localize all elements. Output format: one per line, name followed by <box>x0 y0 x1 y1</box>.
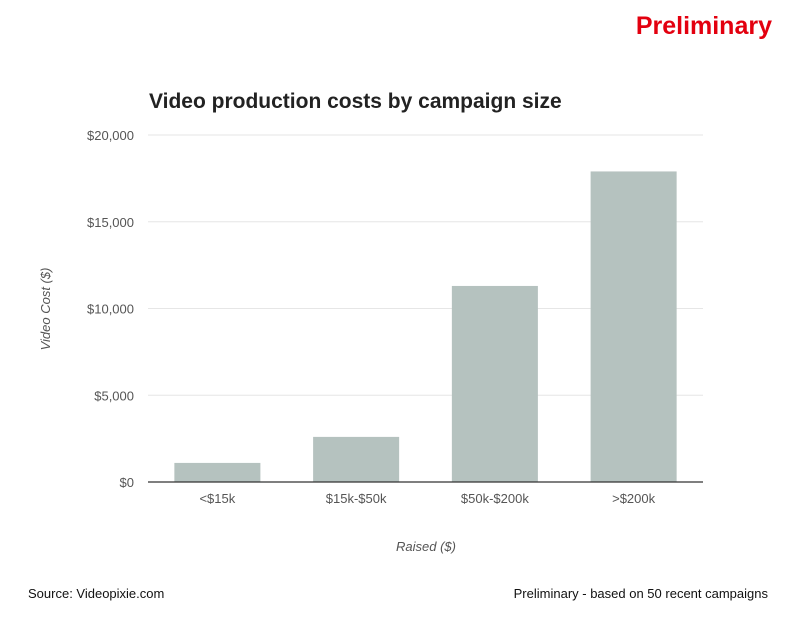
source-note: Source: Videopixie.com <box>28 586 165 601</box>
bar <box>174 462 261 482</box>
bar <box>590 171 677 482</box>
x-tick-label: <$15k <box>199 491 235 506</box>
bar <box>313 436 400 482</box>
y-tick-label: $5,000 <box>94 388 134 403</box>
chart-title: Video production costs by campaign size <box>149 90 562 113</box>
x-tick-label: $15k-$50k <box>326 491 387 506</box>
x-tick-label: $50k-$200k <box>461 491 529 506</box>
y-tick-label: $0 <box>120 475 134 490</box>
bar <box>451 285 538 482</box>
y-axis-ticks: $0 $5,000 $10,000 $15,000 $20,000 <box>87 128 134 490</box>
bars <box>174 171 677 482</box>
y-axis-label: Video Cost ($) <box>38 268 53 351</box>
x-tick-label: >$200k <box>612 491 656 506</box>
footnote: Preliminary - based on 50 recent campaig… <box>513 586 768 601</box>
y-tick-label: $20,000 <box>87 128 134 143</box>
preliminary-badge: Preliminary <box>635 12 772 40</box>
y-tick-label: $15,000 <box>87 215 134 230</box>
y-tick-label: $10,000 <box>87 302 134 317</box>
x-axis-label: Raised ($) <box>396 539 456 554</box>
x-axis-ticks: <$15k $15k-$50k $50k-$200k >$200k <box>199 491 655 506</box>
